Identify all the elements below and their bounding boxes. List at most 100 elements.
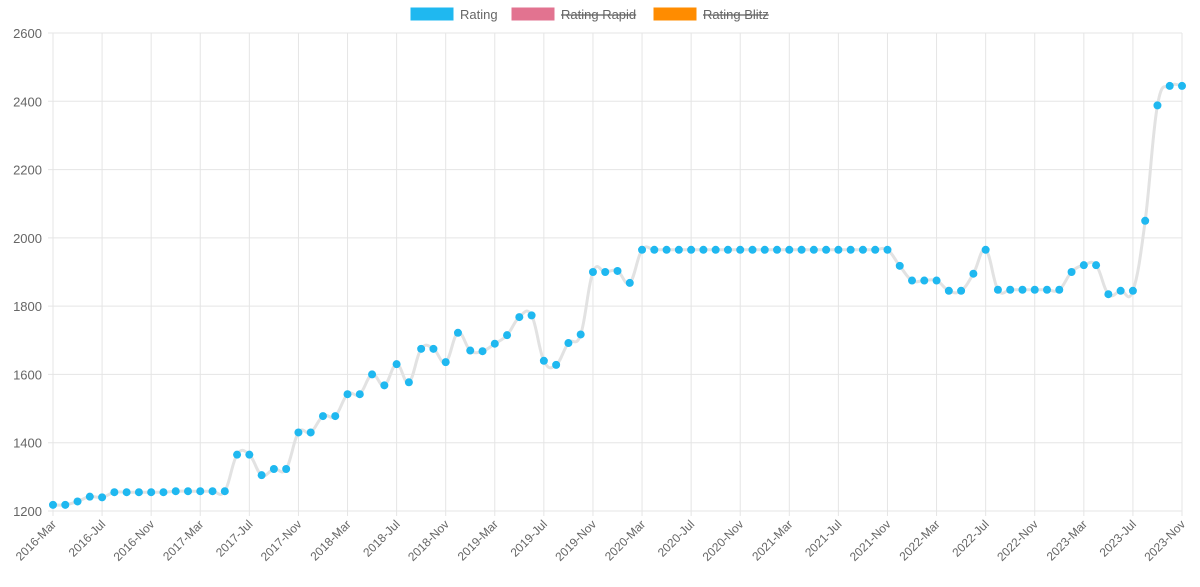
data-point[interactable]	[1092, 261, 1101, 270]
data-point[interactable]	[552, 360, 561, 369]
data-point[interactable]	[110, 488, 119, 497]
data-point[interactable]	[785, 245, 794, 254]
data-point[interactable]	[183, 487, 192, 496]
data-point[interactable]	[98, 493, 107, 502]
data-point[interactable]	[503, 331, 512, 340]
data-point[interactable]	[85, 492, 94, 501]
data-point[interactable]	[1165, 81, 1174, 90]
data-point[interactable]	[515, 313, 524, 322]
data-point[interactable]	[466, 346, 475, 355]
data-point[interactable]	[699, 245, 708, 254]
data-point[interactable]	[380, 381, 389, 390]
data-point[interactable]	[932, 276, 941, 285]
data-point[interactable]	[539, 356, 548, 365]
data-point[interactable]	[993, 285, 1002, 294]
data-point[interactable]	[638, 245, 647, 254]
data-point[interactable]	[687, 245, 696, 254]
data-point[interactable]	[834, 245, 843, 254]
data-point[interactable]	[294, 428, 303, 437]
data-point[interactable]	[908, 276, 917, 285]
legend-swatch-0	[409, 6, 455, 22]
data-point[interactable]	[748, 245, 757, 254]
data-point[interactable]	[760, 245, 769, 254]
data-point[interactable]	[1067, 268, 1076, 276]
data-point[interactable]	[171, 487, 180, 496]
data-point[interactable]	[527, 311, 536, 320]
data-point[interactable]	[245, 450, 254, 459]
data-point[interactable]	[650, 245, 659, 254]
data-point[interactable]	[1104, 290, 1113, 299]
data-point[interactable]	[822, 245, 831, 254]
data-point[interactable]	[674, 245, 683, 254]
data-point[interactable]	[797, 245, 806, 254]
data-point[interactable]	[331, 412, 340, 421]
data-point[interactable]	[61, 500, 70, 509]
data-point[interactable]	[122, 488, 131, 497]
data-point[interactable]	[196, 487, 205, 496]
data-point[interactable]	[417, 344, 426, 353]
x-tick-label: 2023-Jul	[1097, 517, 1139, 559]
data-point[interactable]	[981, 245, 990, 254]
data-point[interactable]	[883, 245, 892, 254]
data-point[interactable]	[343, 390, 352, 399]
data-point[interactable]	[159, 488, 168, 497]
data-point[interactable]	[601, 268, 610, 276]
data-point[interactable]	[723, 245, 732, 254]
data-point[interactable]	[453, 328, 462, 337]
data-point[interactable]	[478, 347, 487, 356]
data-point[interactable]	[895, 261, 904, 270]
data-point[interactable]	[773, 245, 782, 254]
data-point[interactable]	[490, 339, 499, 348]
data-point[interactable]	[1043, 285, 1052, 294]
data-point[interactable]	[957, 286, 966, 295]
data-point[interactable]	[662, 245, 671, 254]
data-point[interactable]	[257, 471, 266, 480]
x-tick-label: 2023-Mar	[1044, 517, 1090, 563]
data-point[interactable]	[73, 497, 82, 506]
data-point[interactable]	[1116, 286, 1125, 295]
data-point[interactable]	[846, 245, 855, 254]
data-point[interactable]	[404, 378, 413, 387]
data-point[interactable]	[1141, 216, 1150, 225]
data-point[interactable]	[441, 358, 450, 367]
data-point[interactable]	[871, 245, 880, 254]
data-point[interactable]	[368, 370, 377, 379]
data-point[interactable]	[1030, 285, 1039, 294]
data-point[interactable]	[233, 450, 242, 459]
data-point[interactable]	[429, 344, 438, 353]
data-point[interactable]	[392, 360, 401, 369]
data-point[interactable]	[208, 487, 217, 496]
data-point[interactable]	[969, 269, 978, 278]
data-point[interactable]	[49, 500, 57, 509]
data-point[interactable]	[1006, 285, 1015, 294]
data-point[interactable]	[1079, 261, 1088, 270]
legend-item-label[interactable]: Rating Rapid	[561, 7, 636, 22]
data-point[interactable]	[920, 276, 929, 285]
data-point[interactable]	[355, 390, 364, 399]
data-point[interactable]	[858, 245, 867, 254]
data-point[interactable]	[1153, 101, 1162, 110]
data-point[interactable]	[564, 339, 573, 348]
data-point[interactable]	[282, 465, 291, 474]
data-point[interactable]	[269, 465, 278, 474]
data-point[interactable]	[625, 278, 634, 287]
data-point[interactable]	[736, 245, 745, 254]
legend-item-label[interactable]: Rating	[460, 7, 498, 22]
data-point[interactable]	[306, 428, 315, 437]
data-point[interactable]	[318, 412, 327, 421]
data-point[interactable]	[1018, 285, 1027, 294]
data-point[interactable]	[1178, 81, 1186, 90]
legend-item-label[interactable]: Rating Blitz	[703, 7, 769, 22]
data-point[interactable]	[147, 488, 156, 497]
legend-swatch-2	[652, 6, 698, 22]
data-point[interactable]	[588, 268, 597, 276]
data-point[interactable]	[134, 488, 143, 497]
data-point[interactable]	[1055, 285, 1064, 294]
data-point[interactable]	[944, 286, 953, 295]
data-point[interactable]	[711, 245, 720, 254]
data-point[interactable]	[1128, 286, 1137, 295]
data-point[interactable]	[613, 266, 622, 275]
data-point[interactable]	[809, 245, 818, 254]
data-point[interactable]	[220, 487, 229, 496]
data-point[interactable]	[576, 330, 585, 339]
